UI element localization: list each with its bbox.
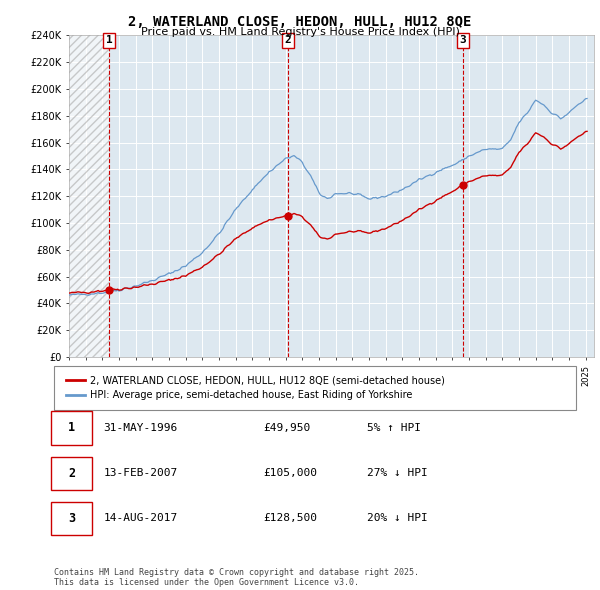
Text: 3: 3 <box>459 35 466 45</box>
Text: 2, WATERLAND CLOSE, HEDON, HULL, HU12 8QE: 2, WATERLAND CLOSE, HEDON, HULL, HU12 8Q… <box>128 15 472 29</box>
Text: 14-AUG-2017: 14-AUG-2017 <box>104 513 178 523</box>
Text: 5% ↑ HPI: 5% ↑ HPI <box>367 423 421 433</box>
FancyBboxPatch shape <box>54 366 576 410</box>
Text: 31-MAY-1996: 31-MAY-1996 <box>104 423 178 433</box>
FancyBboxPatch shape <box>52 411 92 444</box>
Bar <box>69 35 109 357</box>
Text: £105,000: £105,000 <box>263 468 317 478</box>
Text: £128,500: £128,500 <box>263 513 317 523</box>
Text: Contains HM Land Registry data © Crown copyright and database right 2025.
This d: Contains HM Land Registry data © Crown c… <box>54 568 419 587</box>
Text: 27% ↓ HPI: 27% ↓ HPI <box>367 468 428 478</box>
Text: 1: 1 <box>68 421 76 434</box>
FancyBboxPatch shape <box>52 457 92 490</box>
Text: 2: 2 <box>68 467 76 480</box>
Text: £49,950: £49,950 <box>263 423 310 433</box>
Text: 3: 3 <box>68 512 76 525</box>
FancyBboxPatch shape <box>52 502 92 535</box>
Text: 2: 2 <box>284 35 291 45</box>
Text: 20% ↓ HPI: 20% ↓ HPI <box>367 513 428 523</box>
Text: 13-FEB-2007: 13-FEB-2007 <box>104 468 178 478</box>
Text: 1: 1 <box>106 35 113 45</box>
Text: Price paid vs. HM Land Registry's House Price Index (HPI): Price paid vs. HM Land Registry's House … <box>140 27 460 37</box>
Legend: 2, WATERLAND CLOSE, HEDON, HULL, HU12 8QE (semi-detached house), HPI: Average pr: 2, WATERLAND CLOSE, HEDON, HULL, HU12 8Q… <box>64 373 447 402</box>
